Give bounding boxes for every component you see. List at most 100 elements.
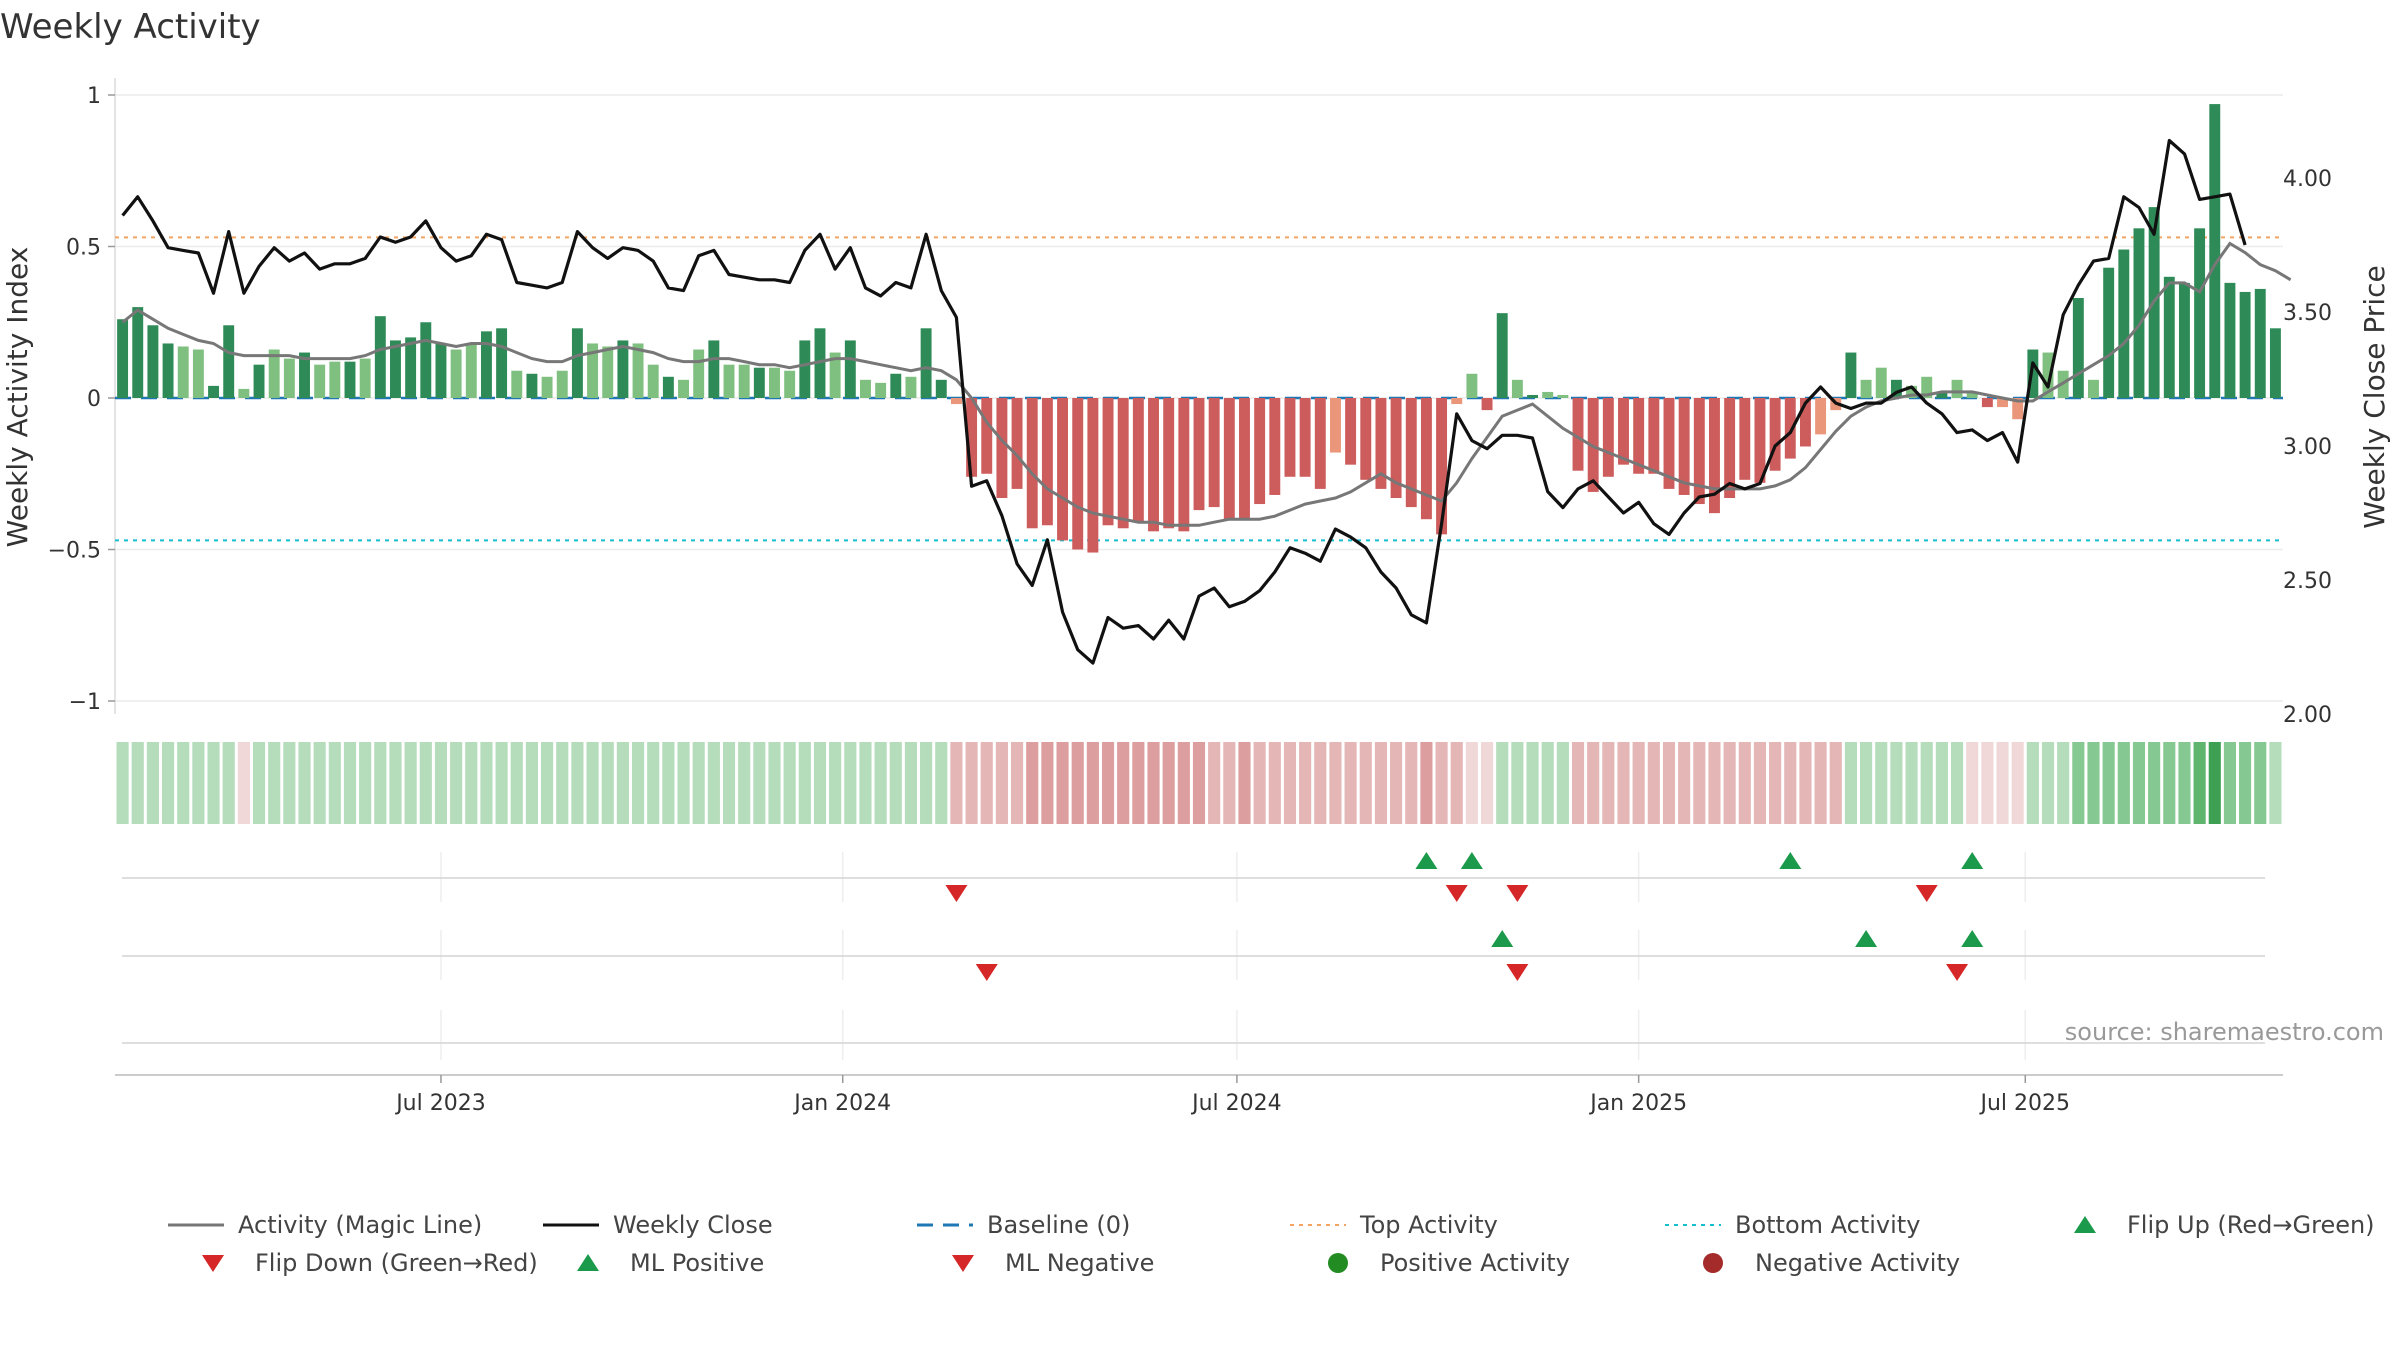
heat-cell (1511, 742, 1524, 824)
activity-bar (299, 352, 310, 398)
legend-label: Bottom Activity (1735, 1211, 1920, 1239)
activity-bar (2178, 282, 2190, 398)
y-tick-label: 0 (87, 387, 101, 412)
activity-bar (829, 352, 841, 398)
heat-cell (1647, 742, 1660, 824)
activity-bar (662, 376, 674, 398)
heat-cell (1374, 742, 1387, 824)
heat-cell (1011, 742, 1024, 824)
activity-bar (2103, 267, 2115, 398)
activity-bar (1436, 398, 1448, 535)
y-tick-label: −0.5 (48, 539, 101, 564)
heat-cell (465, 742, 478, 824)
heat-cell (252, 742, 266, 824)
activity-bar (1102, 398, 1114, 526)
activity-bar (223, 325, 235, 398)
y2-tick-label: 2.00 (2283, 703, 2332, 728)
activity-bar (1739, 398, 1751, 480)
heat-cell (1390, 742, 1403, 824)
heat-cell (1920, 742, 1933, 824)
heat-cell (1101, 742, 1115, 824)
activity-bar (1132, 398, 1144, 523)
activity-bar (238, 388, 250, 398)
heat-cell (1041, 742, 1054, 824)
activity-bar (799, 340, 811, 398)
y2-tick-label: 2.50 (2283, 569, 2332, 594)
heat-cell (2011, 742, 2024, 824)
activity-bar (814, 328, 826, 398)
heat-cell (1875, 742, 1888, 824)
activity-bar (405, 337, 417, 398)
activity-bar (1390, 398, 1402, 498)
y2-tick-label: 4.00 (2283, 167, 2332, 192)
magic-line-series (121, 241, 2292, 527)
activity-bar (1057, 398, 1069, 541)
heat-cell (571, 742, 584, 824)
heat-cell (268, 742, 281, 824)
activity-bar (344, 361, 356, 398)
legend-label: Negative Activity (1755, 1249, 1960, 1277)
heat-cell (798, 742, 811, 824)
activity-bar (844, 340, 856, 398)
heat-cell (1981, 742, 1994, 824)
heat-cell (1799, 742, 1812, 824)
heat-cell (813, 742, 827, 824)
legend-item: Activity (Magic Line) (168, 1211, 482, 1239)
activity-bar (1663, 398, 1675, 489)
heat-cell (1905, 742, 1918, 824)
activity-bar (1981, 398, 1993, 408)
heat-cell (116, 742, 129, 824)
heat-cell (601, 742, 614, 824)
heat-cell (2178, 742, 2191, 824)
heat-cell (1283, 742, 1297, 824)
x-axis: Jul 2023 Jan 2024 Jul 2024 Jan 2025 Jul 2025 (115, 1074, 2283, 1116)
signal-down-marker (945, 885, 968, 902)
activity-bar (2254, 288, 2266, 398)
activity-bar (1405, 398, 1417, 508)
heat-cell (404, 742, 417, 824)
heat-cell (647, 742, 660, 824)
heat-cell (2057, 742, 2070, 824)
heat-cell (768, 742, 781, 824)
activity-bar (1602, 398, 1614, 477)
heat-cell (419, 742, 432, 824)
activity-bar (587, 343, 599, 398)
activity-bar (1678, 398, 1690, 495)
activity-bar (753, 367, 765, 398)
activity-bar (359, 358, 371, 398)
activity-bar (435, 343, 447, 398)
heat-cell (1344, 742, 1357, 824)
activity-bar (1208, 398, 1220, 508)
heat-cell (1086, 742, 1099, 824)
heat-cell (283, 742, 296, 824)
activity-bar (511, 370, 523, 398)
heat-cell (1177, 742, 1190, 824)
heat-cell (753, 742, 766, 824)
heat-cell (662, 742, 675, 824)
x-tick-label: Jul 2024 (1190, 1091, 1282, 1116)
signal-up-marker (1491, 930, 1514, 947)
activity-bar (117, 319, 129, 398)
activity-bar (1860, 379, 1872, 398)
heat-cell (1844, 742, 1857, 824)
activity-bar (480, 331, 492, 398)
legend-swatch (1703, 1253, 1723, 1273)
heat-cell (1192, 742, 1206, 824)
heat-cell (631, 742, 645, 824)
heat-cell (2026, 742, 2039, 824)
heat-cell (920, 742, 933, 824)
activity-bar (905, 376, 917, 398)
legend-item: ML Negative (952, 1249, 1154, 1277)
heat-cell (995, 742, 1008, 824)
heat-cell (616, 742, 629, 824)
heat-cell (2163, 742, 2176, 824)
heat-cell (889, 742, 902, 824)
heat-cell (374, 742, 387, 824)
activity-bar (329, 361, 341, 398)
heat-cell (1026, 742, 1039, 824)
heat-cell (434, 742, 448, 824)
activity-bar (465, 343, 477, 398)
heat-cell (1935, 742, 1948, 824)
signal-up-marker (1415, 852, 1438, 869)
